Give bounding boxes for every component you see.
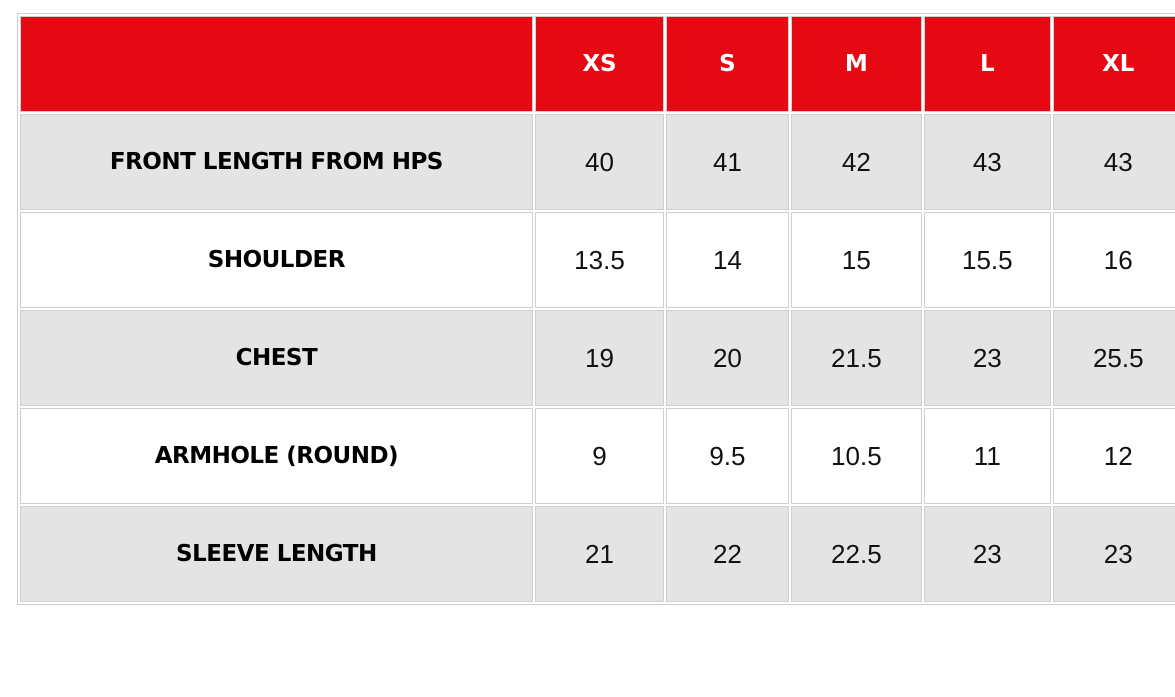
- table-row: SHOULDER 13.5 14 15 15.5 16: [20, 212, 1175, 308]
- measurement-value: 40: [534, 114, 665, 210]
- table-row: SLEEVE LENGTH 21 22 22.5 23 23: [20, 506, 1175, 602]
- measurement-value: 22: [666, 506, 789, 602]
- size-chart: XS S M L XL FRONT LENGTH FROM HPS 40 41 42 4…: [17, 13, 1175, 605]
- measurement-value: 13.5: [534, 212, 665, 308]
- table-row: FRONT LENGTH FROM HPS 40 41 42 43 43: [20, 114, 1175, 210]
- measurement-value: 23: [924, 310, 1051, 406]
- measurement-value: 19: [534, 310, 665, 406]
- size-header-xs: XS: [534, 16, 665, 112]
- measurement-value: 23: [1052, 506, 1175, 602]
- size-header-l: L: [924, 16, 1051, 112]
- measurement-value: 15: [790, 212, 923, 308]
- measurement-value: 10.5: [790, 408, 923, 504]
- measurement-value: 20: [666, 310, 789, 406]
- measurement-label: CHEST: [20, 310, 533, 406]
- measurement-value: 25.5: [1052, 310, 1175, 406]
- measurement-value: 23: [924, 506, 1051, 602]
- header-corner: [20, 16, 533, 112]
- table-row: ARMHOLE (ROUND) 9 9.5 10.5 11 12: [20, 408, 1175, 504]
- measurement-value: 12: [1052, 408, 1175, 504]
- measurement-label: SLEEVE LENGTH: [20, 506, 533, 602]
- header-row: XS S M L XL: [20, 16, 1175, 112]
- measurement-value: 15.5: [924, 212, 1051, 308]
- measurement-label: SHOULDER: [20, 212, 533, 308]
- size-header-s: S: [666, 16, 789, 112]
- measurement-value: 43: [924, 114, 1051, 210]
- measurement-value: 14: [666, 212, 789, 308]
- size-header-xl: XL: [1052, 16, 1175, 112]
- measurement-value: 11: [924, 408, 1051, 504]
- measurement-value: 42: [790, 114, 923, 210]
- measurement-value: 43: [1052, 114, 1175, 210]
- measurement-value: 41: [666, 114, 789, 210]
- measurement-value: 21: [534, 506, 665, 602]
- measurement-value: 9.5: [666, 408, 789, 504]
- size-header-m: M: [790, 16, 923, 112]
- measurement-value: 9: [534, 408, 665, 504]
- measurement-value: 16: [1052, 212, 1175, 308]
- measurement-value: 22.5: [790, 506, 923, 602]
- table-row: CHEST 19 20 21.5 23 25.5: [20, 310, 1175, 406]
- measurement-label: ARMHOLE (ROUND): [20, 408, 533, 504]
- measurement-value: 21.5: [790, 310, 923, 406]
- size-chart-table: XS S M L XL FRONT LENGTH FROM HPS 40 41 42 4…: [17, 13, 1175, 605]
- measurement-label: FRONT LENGTH FROM HPS: [20, 114, 533, 210]
